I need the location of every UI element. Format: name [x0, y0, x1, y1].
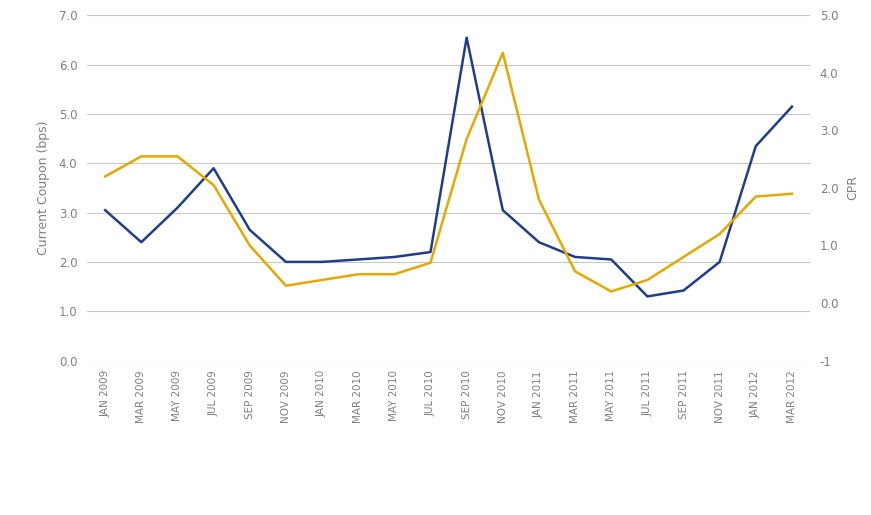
Legend: Current Coupon (FH-FN) (left-axis), CPR (FH-FN) (right-axis): Current Coupon (FH-FN) (left-axis), CPR … — [234, 511, 663, 515]
Y-axis label: CPR: CPR — [847, 176, 860, 200]
Y-axis label: Current Coupon (bps): Current Coupon (bps) — [37, 121, 51, 255]
